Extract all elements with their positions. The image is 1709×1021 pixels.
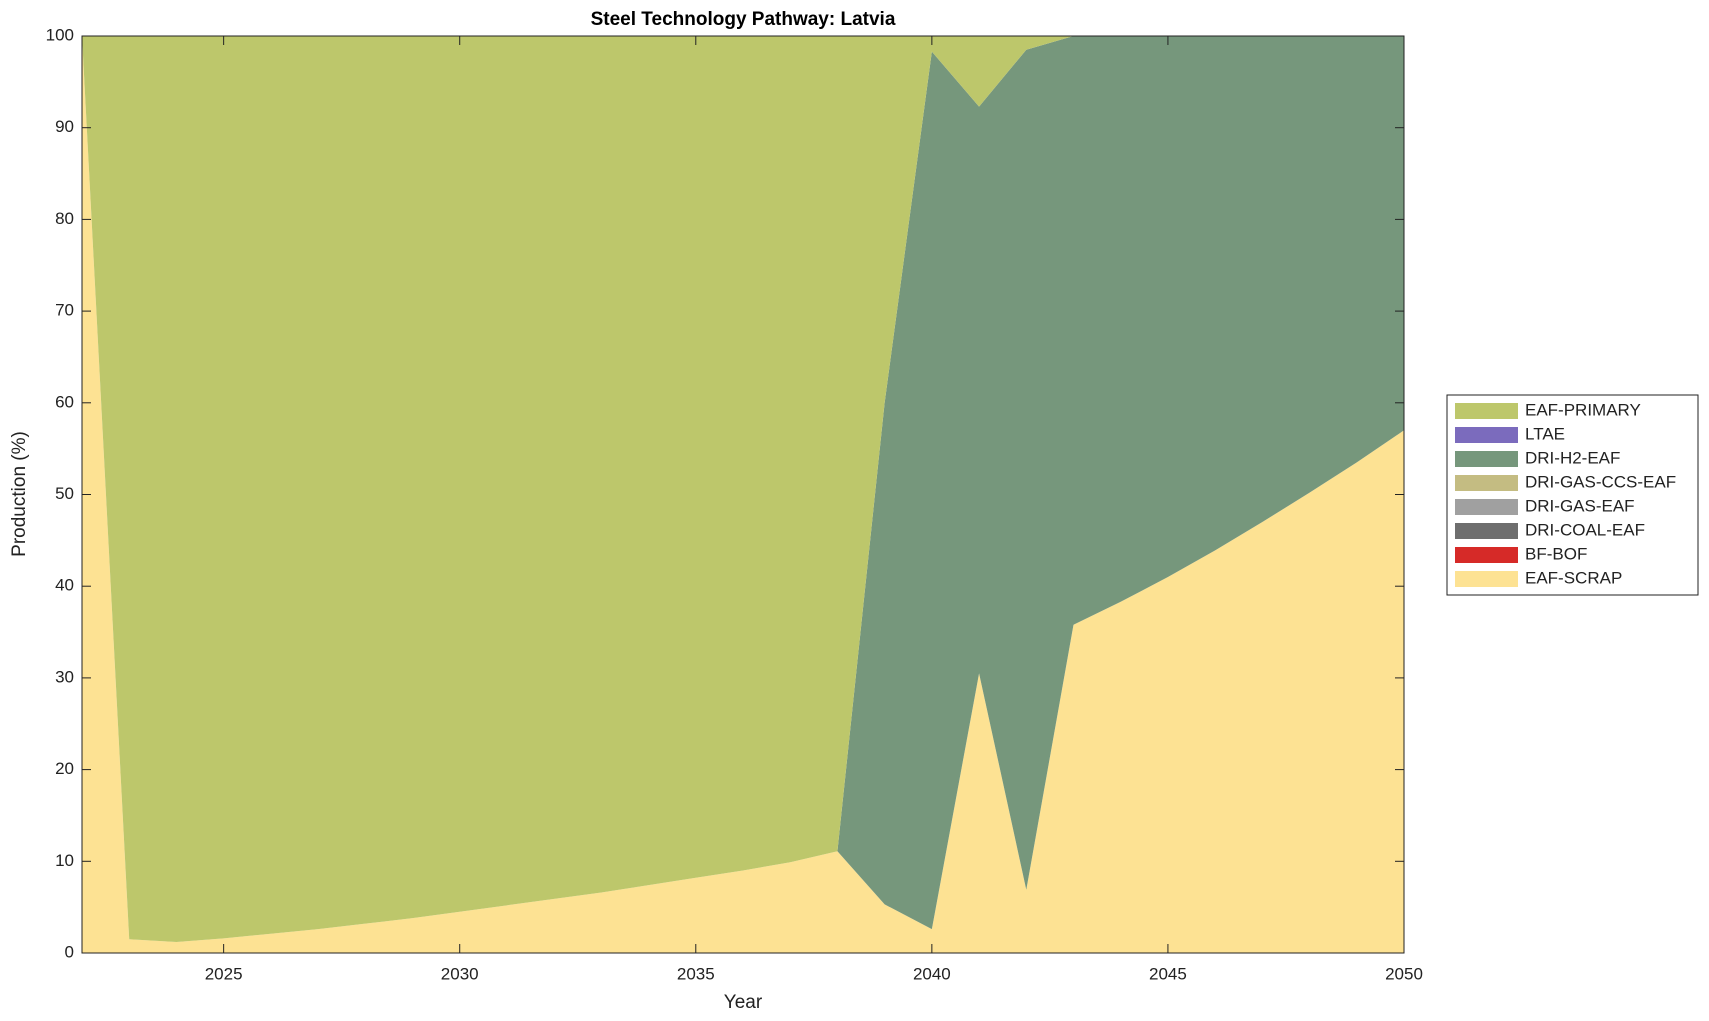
y-tick-label: 80 — [55, 209, 74, 228]
y-tick-label: 90 — [55, 117, 74, 136]
x-tick-label: 2050 — [1385, 964, 1423, 983]
y-tick-label: 100 — [46, 25, 74, 44]
y-tick-label: 70 — [55, 301, 74, 320]
legend-swatch — [1455, 451, 1518, 467]
legend-label: DRI-GAS-CCS-EAF — [1525, 472, 1676, 491]
legend-swatch — [1455, 475, 1518, 491]
legend-label: DRI-COAL-EAF — [1525, 520, 1645, 539]
legend-label: LTAE — [1525, 424, 1565, 443]
y-tick-label: 60 — [55, 392, 74, 411]
y-tick-label: 0 — [65, 942, 74, 961]
x-tick-label: 2035 — [677, 964, 715, 983]
legend-swatch — [1455, 523, 1518, 539]
legend-label: BF-BOF — [1525, 544, 1587, 563]
x-tick-label: 2045 — [1149, 964, 1187, 983]
x-tick-label: 2025 — [205, 964, 243, 983]
y-tick-label: 20 — [55, 759, 74, 778]
x-tick-label: 2030 — [441, 964, 479, 983]
legend-swatch — [1455, 427, 1518, 443]
legend-swatch — [1455, 499, 1518, 515]
legend-swatch — [1455, 403, 1518, 419]
y-tick-label: 10 — [55, 851, 74, 870]
chart-title: Steel Technology Pathway: Latvia — [591, 9, 896, 30]
y-tick-label: 50 — [55, 484, 74, 503]
legend-label: EAF-SCRAP — [1525, 568, 1622, 587]
y-tick-label: 30 — [55, 667, 74, 686]
area — [82, 36, 1404, 942]
legend-swatch — [1455, 571, 1518, 587]
area — [82, 36, 1404, 942]
legend-label: EAF-PRIMARY — [1525, 400, 1641, 419]
x-axis-label: Year — [724, 992, 763, 1013]
legend-label: DRI-H2-EAF — [1525, 448, 1620, 467]
y-axis-label: Production (%) — [9, 431, 30, 557]
legend-label: DRI-GAS-EAF — [1525, 496, 1635, 515]
area — [82, 36, 1404, 953]
legend-swatch — [1455, 547, 1518, 563]
x-tick-label: 2040 — [913, 964, 951, 983]
y-tick-label: 40 — [55, 576, 74, 595]
legend-box — [1446, 394, 1699, 596]
